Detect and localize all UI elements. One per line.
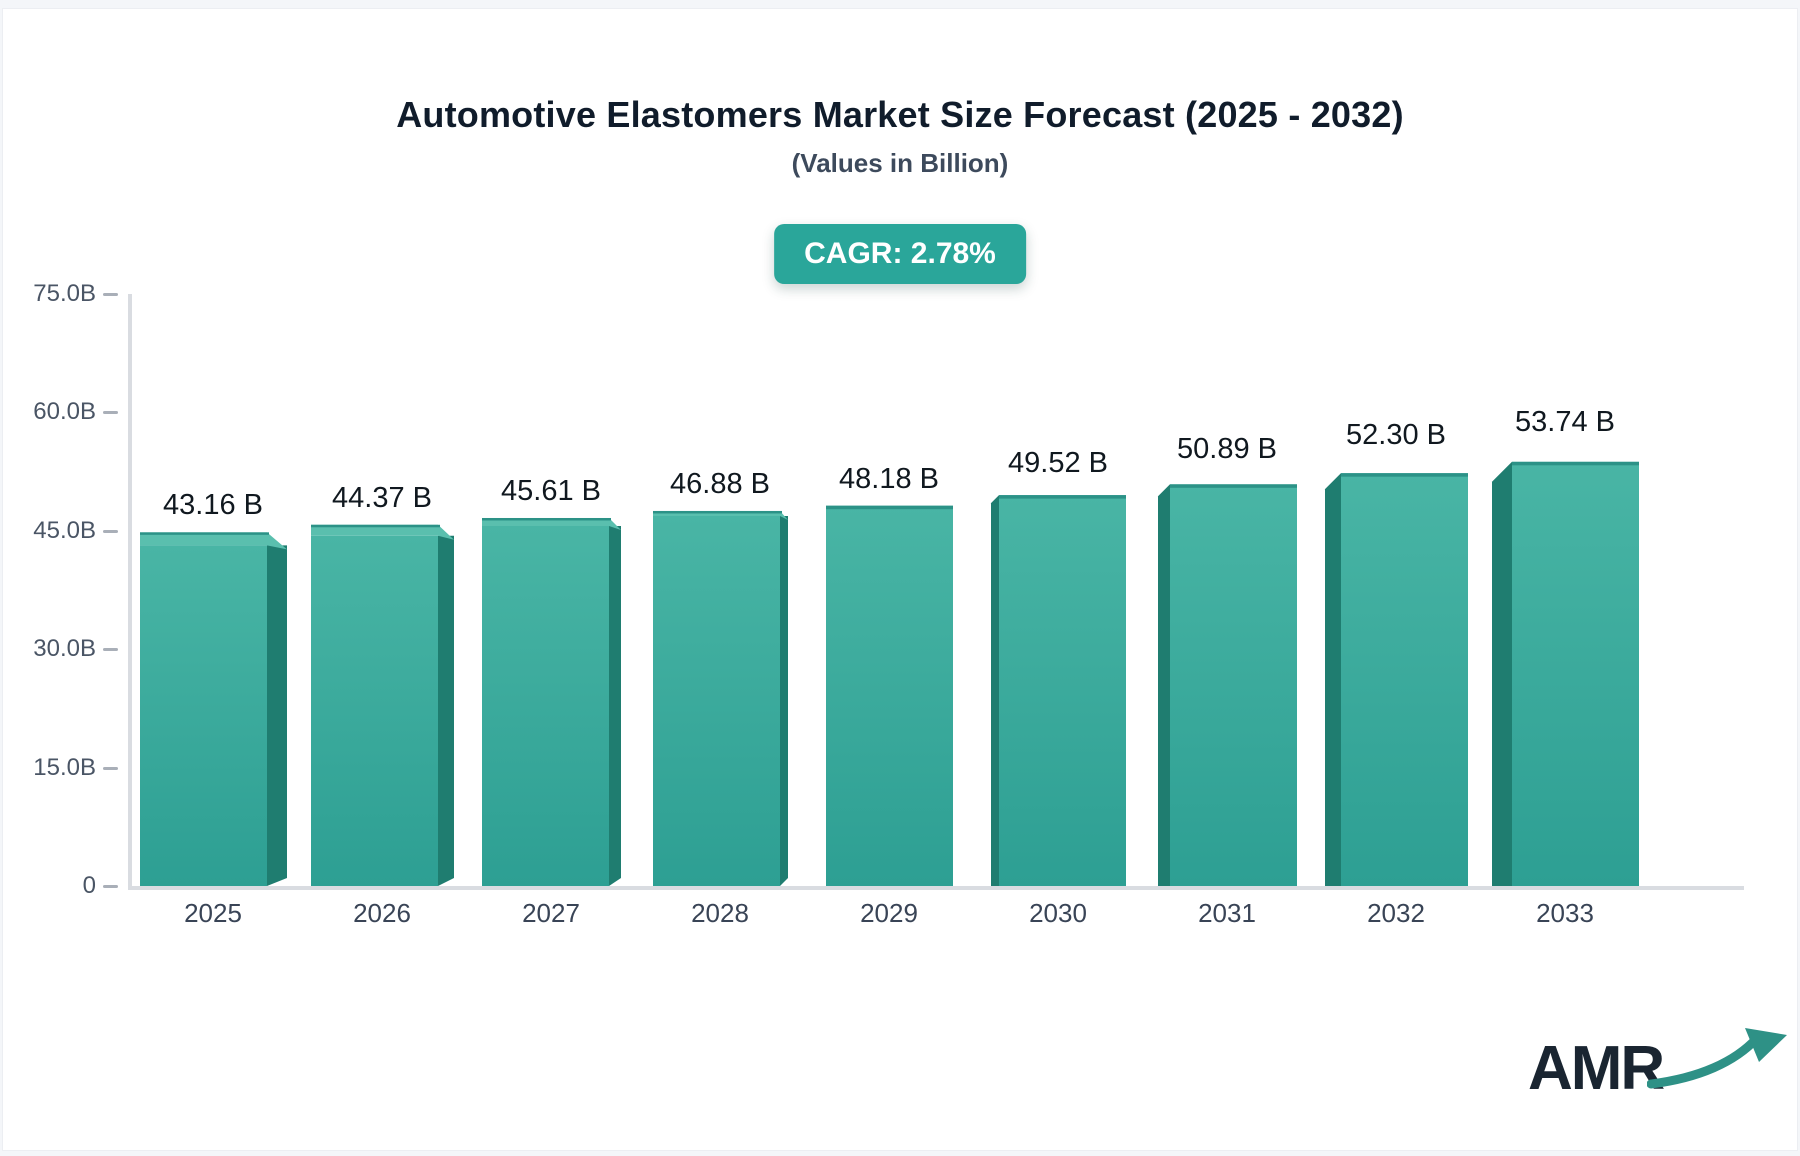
bar-front-face [140, 545, 267, 886]
y-axis-label: 60.0B [33, 398, 96, 426]
cagr-badge: CAGR: 2.78% [774, 224, 1026, 284]
bar-top-face [311, 524, 454, 540]
chart-title: Automotive Elastomers Market Size Foreca… [396, 94, 1404, 135]
x-axis-label: 2025 [184, 898, 242, 928]
bar-2026[interactable] [311, 524, 454, 886]
bar-top-edge [1170, 484, 1297, 488]
bar-2027[interactable] [482, 517, 621, 886]
bar-2029[interactable] [826, 505, 953, 886]
y-axis-tick [103, 411, 118, 415]
y-axis-label: 45.0B [33, 516, 96, 544]
bar-front-face [826, 505, 953, 886]
bar-front-face [999, 495, 1126, 886]
bar-front-face [653, 515, 780, 886]
bar-2032[interactable] [1325, 473, 1468, 886]
bar-side-face [1492, 461, 1512, 886]
bar-2031[interactable] [1158, 484, 1297, 886]
chart-subtitle: (Values in Billion) [791, 148, 1009, 178]
amr-logo-text: AMR [1528, 1034, 1665, 1103]
bar-top-edge [653, 510, 782, 514]
y-axis-label: 30.0B [33, 635, 96, 663]
x-axis-label: 2033 [1536, 898, 1594, 928]
y-axis-tick [103, 766, 118, 770]
growth-arrow-icon [1647, 1028, 1788, 1089]
bar-value-label: 53.74 B [1515, 405, 1615, 438]
bar-top-edge [140, 532, 269, 535]
y-axis-label: 75.0B [33, 280, 96, 307]
bar-top-edge [311, 524, 440, 528]
bar-side-face [609, 525, 621, 886]
bar-front-face [311, 535, 438, 886]
x-axis-label: 2029 [860, 898, 918, 928]
x-axis-label: 2027 [522, 898, 580, 928]
bar-side-face [267, 545, 287, 886]
amr-logo: AMR [1528, 1028, 1797, 1103]
bar-top-face [140, 532, 287, 550]
bar-top-edge [999, 495, 1126, 499]
bar-top-edge [826, 505, 953, 510]
x-axis-label: 2032 [1367, 898, 1425, 928]
bar-front-face [1341, 473, 1468, 886]
bar-top-edge [1512, 461, 1639, 466]
bar-2025[interactable] [140, 532, 287, 886]
bar-top-edge [1341, 473, 1468, 477]
bar-value-label: 50.89 B [1177, 433, 1277, 466]
bar-front-face [1512, 461, 1639, 886]
bar-top-edge [482, 517, 611, 521]
bar-2028[interactable] [653, 510, 788, 886]
bar-value-label: 49.52 B [1008, 447, 1108, 480]
y-axis-tick [103, 648, 118, 652]
bar-front-face [1170, 484, 1297, 886]
bar-value-label: 52.30 B [1346, 419, 1446, 452]
bar-value-label: 44.37 B [332, 481, 432, 514]
bar-side-face [1158, 484, 1170, 886]
x-axis-label: 2028 [691, 898, 749, 928]
x-axis-line [128, 886, 1744, 890]
bar-front-face [482, 525, 609, 886]
y-axis-line [128, 294, 132, 890]
x-axis-label: 2030 [1029, 898, 1087, 928]
y-axis-tick [103, 293, 118, 296]
bar-2030[interactable] [991, 495, 1126, 886]
bar-value-label: 46.88 B [670, 467, 770, 500]
bar-side-face [780, 515, 788, 886]
y-axis-label: 15.0B [33, 753, 96, 781]
x-axis-label: 2031 [1198, 898, 1256, 928]
bar-side-face [991, 495, 999, 886]
bar-side-face [438, 535, 454, 886]
bar-side-face [1325, 473, 1341, 886]
bar-value-label: 43.16 B [163, 489, 263, 522]
bar-value-label: 45.61 B [501, 474, 601, 507]
bar-top-face [482, 517, 621, 530]
y-axis-tick [103, 529, 118, 533]
bar-2033[interactable] [1492, 461, 1639, 886]
y-axis-tick [103, 885, 118, 888]
bar-value-label: 48.18 B [839, 462, 939, 495]
y-axis-label: 0 [82, 872, 96, 899]
x-axis-label: 2026 [353, 898, 411, 928]
